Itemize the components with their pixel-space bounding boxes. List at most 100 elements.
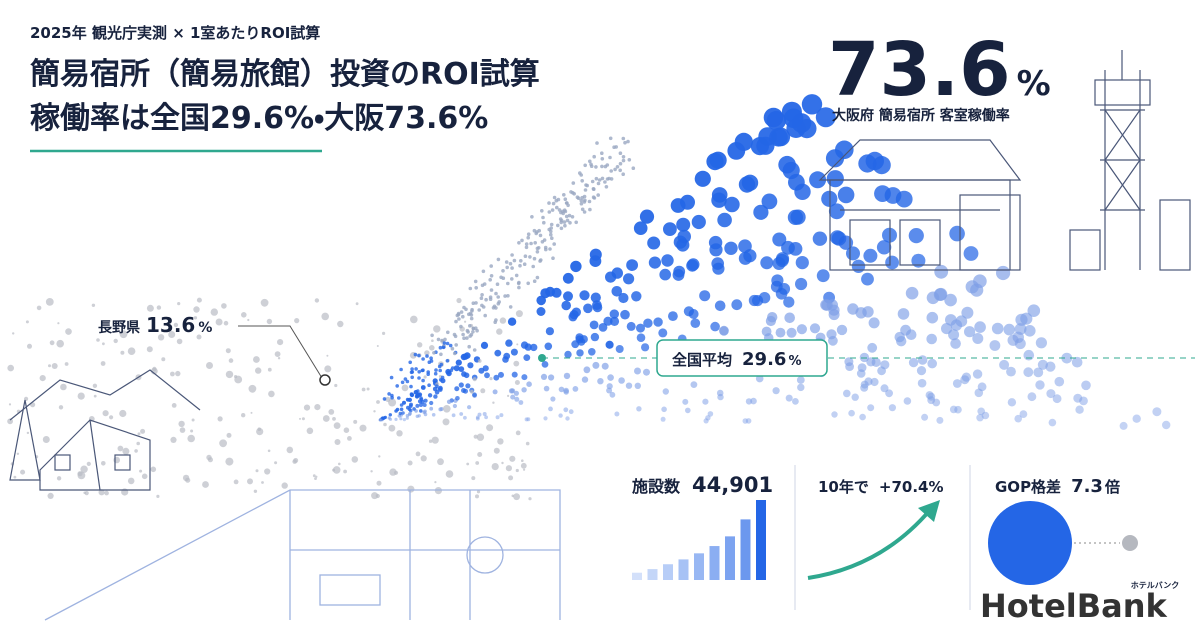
dot — [423, 409, 427, 414]
dot — [523, 254, 528, 258]
dot — [562, 272, 574, 284]
dot — [445, 368, 451, 375]
dot — [465, 336, 469, 340]
dot — [157, 334, 165, 341]
dot — [895, 190, 913, 208]
dot — [535, 275, 540, 280]
dot — [724, 196, 740, 213]
dot — [401, 411, 405, 415]
dot — [687, 258, 700, 271]
dot — [42, 436, 50, 443]
dot — [526, 235, 530, 240]
dot — [193, 316, 198, 320]
dot — [171, 403, 177, 408]
dot — [858, 154, 877, 173]
dot — [457, 317, 461, 321]
dot — [382, 416, 387, 420]
dot — [434, 481, 437, 484]
dot — [974, 321, 986, 333]
dot — [376, 345, 379, 347]
dot — [551, 287, 562, 298]
dot — [423, 375, 427, 379]
dot — [859, 352, 870, 363]
dot — [523, 354, 531, 361]
dot — [492, 401, 495, 404]
dot — [332, 466, 341, 474]
dot — [653, 317, 663, 327]
dot — [419, 396, 423, 400]
dot — [950, 338, 961, 349]
dot — [440, 338, 444, 343]
dot — [489, 377, 493, 381]
dot — [1119, 421, 1128, 430]
dot — [565, 218, 570, 223]
dot — [433, 325, 441, 333]
dot — [396, 430, 403, 437]
dot — [826, 170, 844, 188]
average-value: 29.6 — [742, 349, 786, 370]
dot — [795, 256, 809, 270]
dot — [429, 406, 434, 411]
dot — [522, 262, 527, 267]
dot — [676, 217, 691, 232]
facility-bar — [725, 536, 735, 580]
dot — [970, 283, 984, 297]
dot — [472, 348, 477, 352]
dot — [494, 291, 498, 296]
dot — [48, 364, 51, 368]
dot — [976, 414, 984, 422]
dot — [517, 285, 521, 290]
dot — [636, 323, 645, 333]
dot — [661, 254, 674, 267]
dot — [589, 248, 602, 261]
dot — [927, 358, 937, 369]
dot — [536, 295, 546, 306]
dot — [355, 302, 359, 306]
dot — [446, 330, 450, 335]
dot — [506, 281, 510, 286]
dot — [559, 220, 563, 225]
dot — [471, 476, 476, 481]
dot — [471, 326, 476, 331]
dot — [682, 398, 689, 405]
dot — [20, 469, 26, 475]
dot — [1007, 398, 1017, 407]
dot — [1081, 380, 1091, 391]
dot — [784, 312, 795, 324]
dot — [445, 359, 450, 363]
dot — [464, 352, 471, 359]
dot — [561, 300, 571, 311]
dot — [127, 347, 136, 356]
dot — [717, 212, 732, 228]
dot — [535, 246, 540, 251]
dot — [312, 474, 316, 478]
dot — [488, 297, 493, 302]
dot — [660, 416, 666, 422]
dot — [712, 262, 725, 275]
dot — [549, 232, 553, 237]
dot — [438, 345, 443, 350]
dot — [659, 268, 671, 281]
dot — [685, 407, 691, 414]
dot — [828, 309, 840, 321]
dot — [13, 475, 17, 479]
dot — [542, 238, 547, 242]
dot — [991, 322, 1004, 335]
dot — [343, 469, 347, 474]
dot — [513, 493, 520, 501]
dot — [996, 265, 1011, 281]
dot — [618, 161, 623, 166]
dot — [488, 278, 493, 282]
dot — [178, 420, 185, 428]
dot — [1162, 420, 1171, 430]
dot — [708, 235, 723, 250]
dot — [489, 288, 494, 292]
dot — [443, 405, 451, 413]
dot — [972, 369, 983, 379]
dot — [694, 170, 711, 187]
dot — [473, 434, 478, 439]
dot — [455, 396, 460, 401]
dot — [676, 238, 690, 252]
dot — [605, 271, 617, 283]
dot — [84, 491, 89, 496]
